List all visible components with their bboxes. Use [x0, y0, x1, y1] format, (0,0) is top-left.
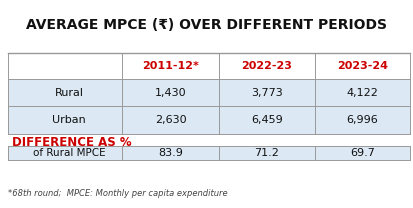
- Text: 4,122: 4,122: [346, 88, 377, 98]
- Text: Rural: Rural: [55, 88, 84, 98]
- Text: 2022-23: 2022-23: [241, 61, 292, 71]
- Text: 1,430: 1,430: [154, 88, 186, 98]
- Text: *68th round;  MPCE: Monthly per capita expenditure: *68th round; MPCE: Monthly per capita ex…: [8, 189, 227, 198]
- Text: 2023-24: 2023-24: [336, 61, 387, 71]
- Text: 83.9: 83.9: [158, 148, 183, 158]
- Text: 2011-12*: 2011-12*: [142, 61, 199, 71]
- Text: 6,996: 6,996: [346, 115, 377, 125]
- Text: Urban: Urban: [52, 115, 86, 125]
- Text: 2,630: 2,630: [154, 115, 186, 125]
- Bar: [8, 146, 409, 160]
- Text: 3,773: 3,773: [251, 88, 282, 98]
- Text: 6,459: 6,459: [251, 115, 282, 125]
- Text: AVERAGE MPCE (₹) OVER DIFFERENT PERIODS: AVERAGE MPCE (₹) OVER DIFFERENT PERIODS: [26, 18, 387, 32]
- Text: 71.2: 71.2: [254, 148, 279, 158]
- Text: 69.7: 69.7: [349, 148, 374, 158]
- Text: of Rural MPCE: of Rural MPCE: [33, 148, 105, 158]
- Text: DIFFERENCE AS %: DIFFERENCE AS %: [12, 136, 132, 150]
